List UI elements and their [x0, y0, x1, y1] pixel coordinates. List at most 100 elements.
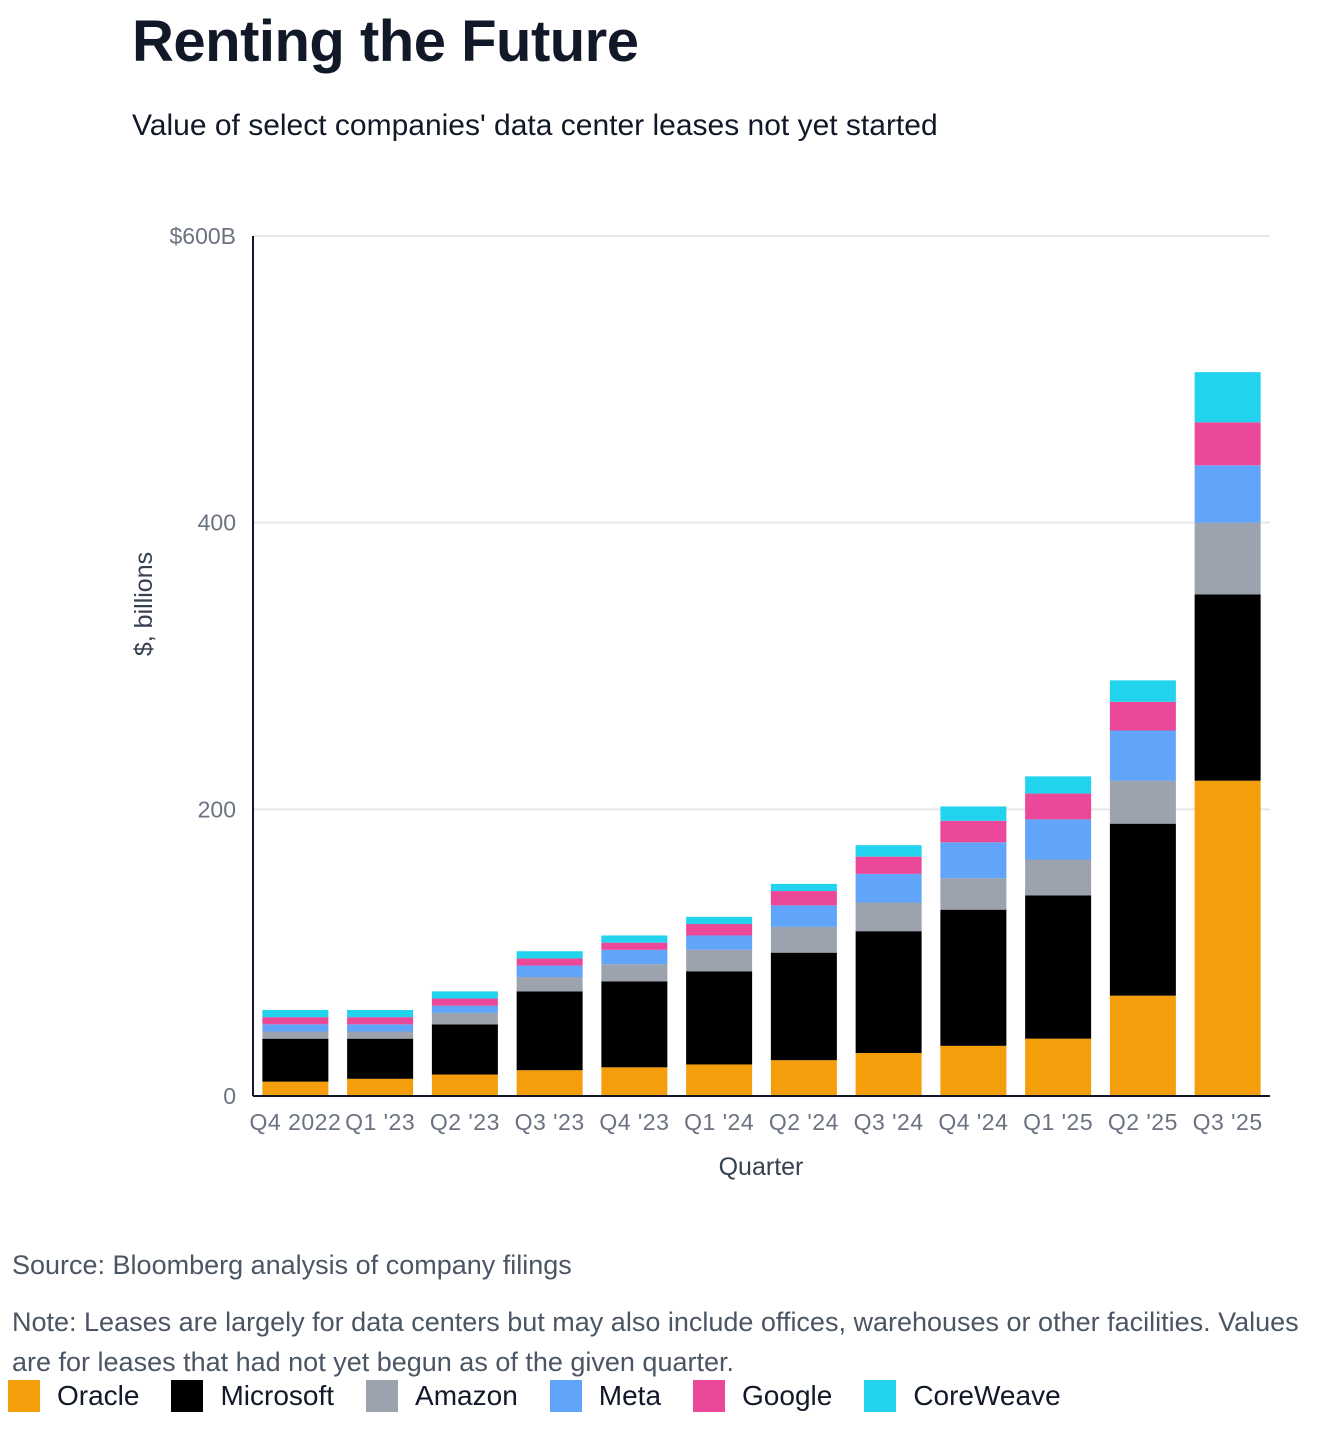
bar-segment-oracle	[601, 1067, 668, 1096]
bar-segment-meta	[262, 1024, 329, 1032]
bar-segment-coreweave	[516, 951, 583, 959]
x-axis-title: Quarter	[719, 1153, 804, 1181]
bar-segment-microsoft	[262, 1038, 329, 1082]
bar-segment-microsoft	[347, 1038, 414, 1079]
y-tick-labels: 0 200 400 $600B	[169, 223, 236, 1109]
bar-segment-microsoft	[601, 981, 668, 1068]
legend-swatch	[864, 1380, 897, 1412]
bar-segment-oracle	[686, 1064, 753, 1096]
y-tick-label: $600B	[169, 223, 236, 249]
x-tick-label: Q4 2022	[250, 1109, 342, 1135]
bar-segment-oracle	[770, 1060, 837, 1096]
legend-item-amazon: Amazon	[366, 1380, 518, 1412]
bar-stack	[601, 935, 668, 1096]
bar-segment-google	[516, 958, 583, 966]
bar-stack	[516, 951, 583, 1096]
legend-label: Meta	[598, 1380, 662, 1411]
bar-segment-microsoft	[1025, 895, 1092, 1039]
bar-segment-meta	[431, 1005, 498, 1013]
x-tick-label: Q1 '24	[684, 1109, 754, 1135]
bar-segment-coreweave	[601, 935, 668, 943]
bar-segment-google	[601, 942, 668, 950]
legend-swatch	[8, 1380, 40, 1412]
bar-segment-google	[940, 820, 1007, 843]
legend-item-meta: Meta	[549, 1380, 662, 1412]
legend-swatch	[171, 1380, 204, 1412]
bar-stack	[262, 1010, 329, 1096]
bar-stack	[431, 991, 498, 1096]
y-tick-label: 200	[198, 796, 236, 822]
x-tick-label: Q2 '25	[1108, 1109, 1178, 1135]
bar-segment-google	[431, 998, 498, 1006]
legend-label: Microsoft	[220, 1380, 335, 1411]
bar-segment-microsoft	[770, 952, 837, 1061]
bar-segment-oracle	[940, 1045, 1007, 1096]
x-tick-labels: Q4 2022 Q1 '23 Q2 '23 Q3 '23 Q4 '23 Q1 '24 Q2 …	[250, 1109, 1263, 1135]
bar-segment-amazon	[855, 902, 922, 932]
chart-title: Renting the Future	[132, 9, 639, 74]
legend-label: Google	[742, 1380, 833, 1411]
bar-segment-meta	[855, 873, 922, 903]
bar-segment-oracle	[262, 1081, 329, 1096]
x-tick-label: Q2 '23	[430, 1109, 500, 1135]
bar-segment-amazon	[1025, 859, 1092, 896]
bar-segment-microsoft	[940, 909, 1007, 1046]
chart-subtitle: Value of select companies' data center l…	[132, 109, 938, 142]
bar-segment-meta	[940, 842, 1007, 879]
bar-segment-meta	[1109, 730, 1176, 781]
x-tick-label: Q1 '25	[1023, 1109, 1093, 1135]
bar-segment-amazon	[686, 949, 753, 972]
bar-segment-coreweave	[1109, 680, 1176, 702]
bar-segment-meta	[347, 1024, 414, 1032]
bar-segment-oracle	[1025, 1038, 1092, 1096]
bar-segment-meta	[1194, 465, 1261, 523]
bar-segment-microsoft	[1194, 594, 1261, 781]
bar-segment-oracle	[855, 1053, 922, 1096]
legend-item-microsoft: Microsoft	[171, 1380, 334, 1412]
legend-label: CoreWeave	[913, 1380, 1061, 1411]
bar-stack	[855, 845, 922, 1096]
bar-segment-coreweave	[262, 1010, 329, 1018]
bar-segment-google	[1194, 422, 1261, 466]
bar-segment-google	[855, 856, 922, 874]
gridlines	[253, 235, 1270, 811]
bar-segment-coreweave	[686, 916, 753, 924]
bar-stack	[1194, 372, 1261, 1096]
bar-segment-oracle	[431, 1074, 498, 1096]
bar-segment-meta	[770, 905, 837, 927]
x-tick-label: Q2 '24	[769, 1109, 839, 1135]
legend-item-coreweave: CoreWeave	[864, 1380, 1061, 1412]
bar-stack	[1025, 776, 1092, 1096]
bar-segment-meta	[601, 949, 668, 965]
bar-segment-coreweave	[940, 806, 1007, 821]
bar-segment-microsoft	[516, 991, 583, 1071]
legend-label: Amazon	[415, 1380, 518, 1411]
bar-segment-meta	[516, 965, 583, 978]
bar-segment-microsoft	[1109, 823, 1176, 996]
bar-segment-oracle	[516, 1070, 583, 1096]
bar-stack	[770, 883, 837, 1096]
legend-item-google: Google	[693, 1380, 832, 1412]
bar-segment-coreweave	[431, 991, 498, 999]
bar-segment-amazon	[601, 964, 668, 982]
bar-segment-google	[1109, 701, 1176, 731]
bar-segment-google	[1025, 793, 1092, 820]
x-tick-label: Q3 '24	[854, 1109, 924, 1135]
bar-segment-amazon	[770, 926, 837, 953]
bar-segment-microsoft	[855, 931, 922, 1053]
bar-segment-amazon	[431, 1012, 498, 1025]
bar-segment-meta	[686, 935, 753, 950]
bar-segment-microsoft	[686, 971, 753, 1065]
bar-segment-coreweave	[1025, 776, 1092, 794]
x-tick-label: Q3 '25	[1193, 1109, 1263, 1135]
legend-label: Oracle	[57, 1380, 140, 1411]
bar-stack	[1109, 680, 1176, 1096]
bar-segment-oracle	[1109, 995, 1176, 1096]
bar-segment-amazon	[940, 878, 1007, 910]
bar-stack	[940, 806, 1007, 1096]
bar-segment-google	[686, 924, 753, 936]
bar-segment-amazon	[1109, 780, 1176, 824]
source-note: Source: Bloomberg analysis of company fi…	[12, 1250, 572, 1280]
bar-stack	[686, 916, 753, 1096]
legend: Oracle Microsoft Amazon Meta Google CoreWeave	[8, 1380, 1093, 1412]
